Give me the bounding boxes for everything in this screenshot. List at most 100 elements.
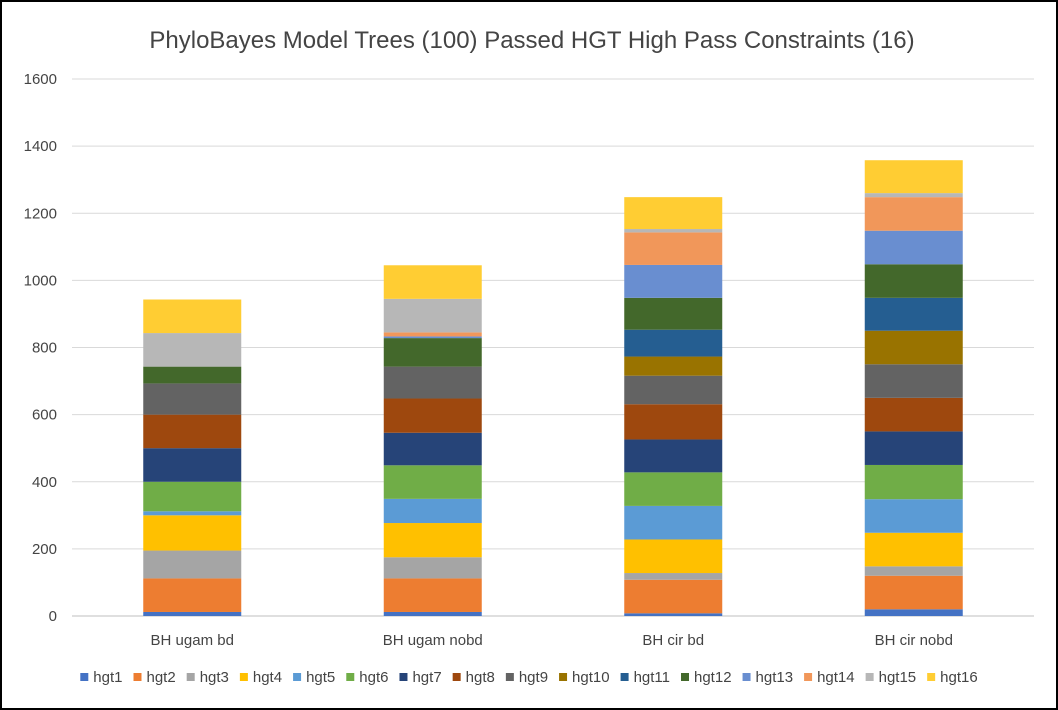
bar-segment-hgt7 [624, 439, 723, 473]
legend-item: hgt2 [133, 669, 176, 686]
bar-segment-hgt16 [383, 265, 482, 299]
bar-segment-hgt5 [383, 498, 482, 524]
legend-label: hgt9 [519, 669, 548, 686]
legend-item: hgt7 [399, 669, 442, 686]
bar-segment-hgt1 [143, 611, 242, 616]
legend-item: hgt13 [742, 669, 794, 686]
bar-segment-hgt5 [624, 505, 723, 540]
bar-segment-hgt13 [383, 336, 482, 339]
x-tick-label: BH cir bd [642, 632, 704, 649]
y-tick-label: 200 [32, 541, 57, 558]
bar-segment-hgt13 [864, 230, 963, 265]
bar-segment-hgt5 [143, 511, 242, 516]
bar-segment-hgt11 [624, 329, 723, 357]
legend-swatch [239, 673, 248, 681]
bar-stack [864, 160, 963, 616]
legend: hgt1 hgt2 hgt3 hgt4 hgt5 hgt6 hgt7 hgt8 hgt9 hgt1… [80, 669, 978, 686]
bar-segment-hgt1 [624, 613, 723, 616]
bar-stack [383, 265, 482, 616]
legend-item: hgt10 [559, 669, 610, 686]
bar-segment-hgt9 [864, 364, 963, 398]
legend-label: hgt12 [694, 669, 732, 686]
y-tick-label: 800 [32, 340, 57, 357]
legend-item: hgt12 [681, 669, 732, 686]
y-tick-label: 0 [49, 608, 57, 625]
bar-segment-hgt8 [864, 397, 963, 432]
bar-segment-hgt16 [624, 197, 723, 230]
bar-segment-hgt14 [864, 197, 963, 231]
bar-segment-hgt10 [624, 356, 723, 376]
legend-label: hgt4 [253, 669, 282, 686]
bar-segment-hgt6 [143, 481, 242, 512]
y-tick-label: 1600 [24, 71, 57, 88]
legend-label: hgt6 [359, 669, 388, 686]
bar-segment-hgt9 [383, 366, 482, 399]
legend-label: hgt13 [756, 669, 794, 686]
x-axis: BH ugam bd BH ugam nobd BH cir bd BH cir no… [151, 632, 953, 649]
legend-swatch [293, 673, 302, 681]
legend-item: hgt8 [452, 669, 495, 686]
y-tick-label: 600 [32, 407, 57, 424]
bar-segment-hgt12 [624, 297, 723, 330]
legend-label: hgt10 [572, 669, 610, 686]
legend-swatch [804, 673, 813, 681]
bar-stack [624, 197, 723, 616]
bar-segment-hgt15 [624, 229, 723, 233]
legend-swatch [133, 673, 142, 681]
bar-segment-hgt8 [624, 404, 723, 440]
legend-swatch [80, 673, 89, 681]
legend-item: hgt16 [927, 669, 978, 686]
legend-item: hgt1 [80, 669, 123, 686]
x-tick-label: BH ugam bd [151, 632, 234, 649]
legend-swatch [559, 673, 568, 681]
legend-label: hgt7 [412, 669, 441, 686]
bar-segment-hgt16 [143, 299, 242, 334]
y-tick-label: 400 [32, 474, 57, 491]
legend-swatch [742, 673, 751, 681]
bar-segment-hgt2 [383, 578, 482, 612]
legend-swatch [620, 673, 629, 681]
legend-label: hgt11 [634, 669, 670, 686]
legend-label: hgt16 [940, 669, 978, 686]
bar-segment-hgt4 [624, 539, 723, 574]
bar-segment-hgt4 [143, 515, 242, 551]
bar-segment-hgt8 [383, 398, 482, 433]
x-tick-label: BH ugam nobd [383, 632, 483, 649]
bar-segment-hgt14 [624, 232, 723, 265]
bars [143, 160, 963, 616]
legend-label: hgt2 [146, 669, 175, 686]
bar-segment-hgt4 [383, 523, 482, 558]
bar-segment-hgt2 [143, 578, 242, 612]
legend-swatch [927, 673, 936, 681]
legend-label: hgt15 [879, 669, 917, 686]
y-tick-label: 1400 [24, 138, 57, 155]
legend-swatch [505, 673, 514, 681]
legend-swatch [399, 673, 408, 681]
bar-segment-hgt15 [143, 333, 242, 367]
bar-segment-hgt12 [143, 366, 242, 384]
legend-item: hgt14 [804, 669, 855, 686]
bar-segment-hgt6 [383, 465, 482, 499]
bar-segment-hgt3 [864, 566, 963, 576]
legend-label: hgt3 [200, 669, 229, 686]
bar-segment-hgt11 [864, 297, 963, 331]
bar-segment-hgt1 [864, 609, 963, 616]
legend-label: hgt1 [93, 669, 122, 686]
bar-segment-hgt6 [864, 464, 963, 500]
bar-segment-hgt13 [624, 264, 723, 298]
bar-segment-hgt3 [624, 573, 723, 580]
bar-segment-hgt14 [383, 332, 482, 337]
legend-swatch [346, 673, 355, 681]
legend-item: hgt15 [865, 669, 917, 686]
bar-segment-hgt10 [864, 330, 963, 365]
y-tick-label: 1200 [24, 205, 57, 222]
bar-segment-hgt16 [864, 160, 963, 194]
bar-segment-hgt12 [383, 338, 482, 367]
legend-label: hgt8 [466, 669, 495, 686]
bar-segment-hgt2 [624, 579, 723, 614]
bar-segment-hgt15 [383, 298, 482, 333]
legend-item: hgt11 [620, 669, 670, 686]
legend-item: hgt6 [346, 669, 388, 686]
